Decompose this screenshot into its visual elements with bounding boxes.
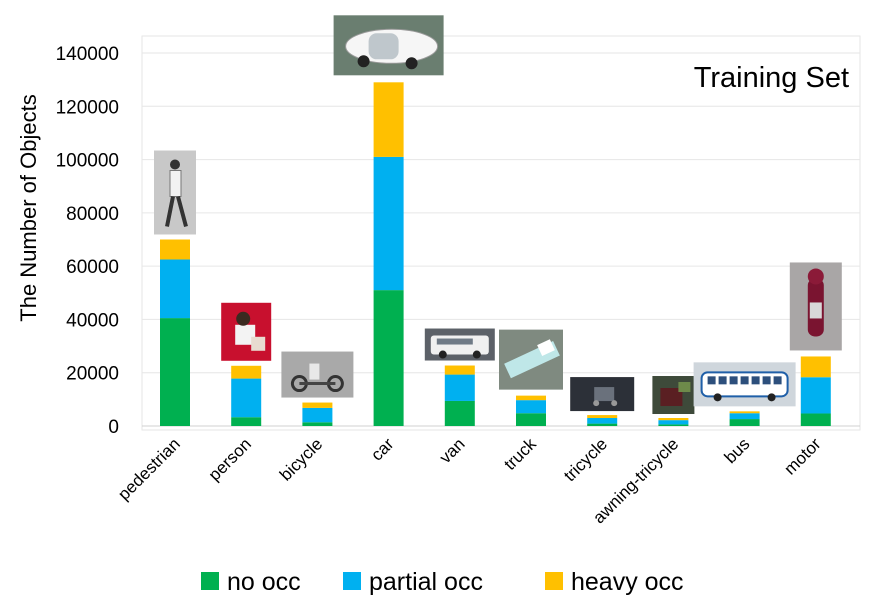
bar-segment-heavy-occ — [516, 395, 546, 401]
y-tick-label: 100000 — [56, 151, 119, 172]
bar-segment-heavy-occ — [231, 365, 262, 379]
bar-segment-heavy-occ — [373, 82, 404, 157]
motor-photo-icon — [789, 262, 842, 351]
bar-segment-heavy-occ — [302, 402, 333, 408]
car-photo-icon — [333, 15, 444, 76]
legend-swatch — [201, 572, 219, 590]
person-photo-icon — [221, 302, 272, 361]
bar-segment-partial-occ — [231, 378, 262, 418]
pedestrian-photo-icon — [154, 150, 196, 235]
bar-segment-heavy-occ — [444, 365, 475, 375]
bar-segment-partial-occ — [729, 413, 760, 420]
category-label: tricycle — [560, 434, 611, 485]
y-tick-label: 40000 — [66, 310, 119, 331]
y-tick-label: 60000 — [66, 257, 119, 278]
legend-label: no occ — [227, 568, 301, 596]
y-tick-label: 80000 — [66, 204, 119, 225]
bar-segment-heavy-occ — [800, 356, 831, 378]
bar-segment-heavy-occ — [658, 418, 689, 421]
category-label: person — [205, 434, 255, 484]
y-tick-label: 20000 — [66, 364, 119, 385]
tricycle-photo-icon — [570, 377, 635, 412]
bus-photo-icon — [693, 362, 796, 407]
bar-segment-no-occ — [516, 413, 546, 426]
category-label: car — [367, 434, 397, 464]
bar-segment-no-occ — [800, 413, 831, 426]
bar-segment-no-occ — [729, 419, 760, 426]
category-label: truck — [500, 434, 540, 474]
bar-segment-no-occ — [444, 400, 475, 426]
y-tick-label: 0 — [108, 417, 119, 438]
bar-segment-heavy-occ — [160, 239, 190, 260]
category-label: bicycle — [276, 434, 326, 484]
bar-segment-partial-occ — [516, 400, 546, 414]
bar-segment-no-occ — [587, 423, 618, 426]
bar-segment-partial-occ — [800, 377, 831, 414]
category-label: pedestrian — [114, 434, 184, 504]
bar-segment-partial-occ — [587, 418, 618, 424]
category-labels: pedestrian person bicycle car van truck tricyc… — [114, 434, 825, 527]
legend-swatch — [545, 572, 563, 590]
bicycle-photo-icon — [281, 351, 354, 398]
bars — [160, 82, 831, 426]
legend-swatch — [343, 572, 361, 590]
bar-segment-no-occ — [231, 417, 262, 426]
bar-segment-no-occ — [302, 422, 333, 426]
y-tick-label: 140000 — [56, 44, 119, 65]
legend: no occ partial occ heavy occ — [201, 568, 684, 596]
bar-segment-heavy-occ — [587, 415, 618, 419]
y-axis-label: The Number of Objects — [16, 94, 41, 321]
category-label: bus — [721, 434, 754, 467]
bar-segment-heavy-occ — [729, 411, 760, 414]
van-photo-icon — [424, 328, 495, 361]
bar-segment-partial-occ — [160, 259, 190, 319]
bar-segment-no-occ — [658, 424, 689, 426]
y-tick-labels: 0 20000 40000 60000 80000 100000 120000 140000 — [56, 44, 119, 438]
truck-photo-icon — [499, 329, 563, 390]
bar-segment-partial-occ — [444, 374, 475, 401]
bar-segment-partial-occ — [302, 407, 333, 423]
category-label: van — [436, 434, 469, 467]
chart-title: Training Set — [694, 62, 849, 94]
awning-tricycle-photo-icon — [652, 376, 695, 415]
legend-label: partial occ — [369, 568, 483, 596]
bar-segment-partial-occ — [658, 420, 689, 425]
category-label: motor — [780, 434, 824, 478]
bar-segment-partial-occ — [373, 156, 404, 291]
bar-segment-no-occ — [373, 290, 404, 426]
y-tick-label: 120000 — [56, 97, 119, 118]
legend-label: heavy occ — [571, 568, 684, 596]
thumbnails — [154, 15, 842, 415]
bar-segment-no-occ — [160, 318, 190, 426]
